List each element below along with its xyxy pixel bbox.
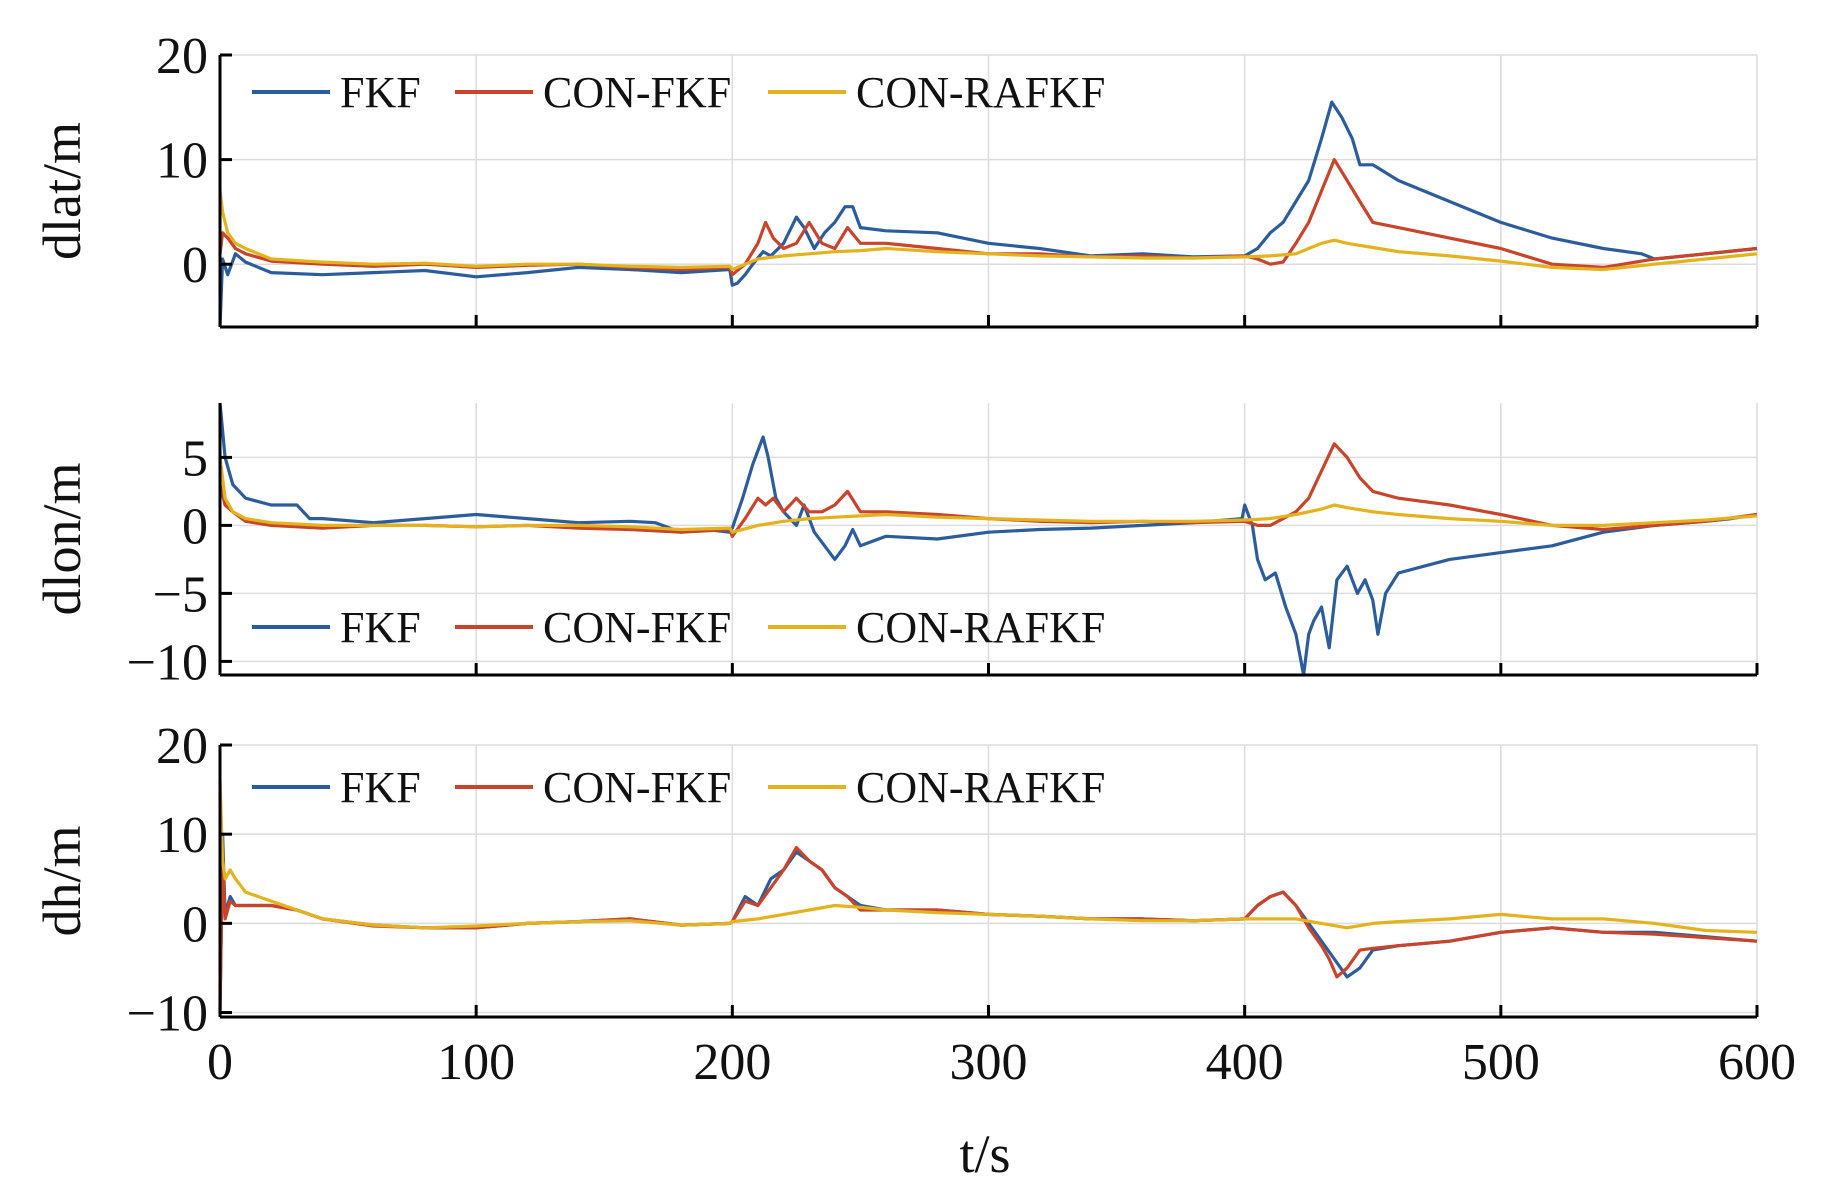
x-tick-label: 400 [1206, 1034, 1284, 1091]
y-axis-label: dlon/m [32, 462, 92, 615]
legend-label-con-fkf: CON-FKF [543, 68, 731, 117]
y-axis-label: dlat/m [32, 122, 92, 260]
legend-label-con-rafkf: CON-RAFKF [856, 763, 1105, 812]
y-tick-label: 10 [156, 133, 208, 190]
panel-2: −10 −5 0 5 dlon/m FKF CON-FKF CON-RAFKF [32, 402, 1759, 691]
panel-1: 0 10 20 dlat/m FKF CON-FKF CON-RAFKF [32, 28, 1759, 329]
series-line-fkf [218, 402, 1758, 677]
y-tick-label: 0 [182, 896, 208, 953]
y-axis-label: dh/m [32, 825, 92, 936]
y-tick-label: 5 [182, 430, 208, 487]
y-tick-label: −5 [153, 566, 208, 623]
legend-label-con-rafkf: CON-RAFKF [856, 603, 1105, 652]
series-line-con-rafkf [218, 190, 1758, 272]
y-tick-label: 20 [156, 28, 208, 85]
x-tick-label: 300 [950, 1034, 1028, 1091]
y-tick-label: 20 [156, 718, 208, 775]
x-tick-label: 200 [693, 1034, 771, 1091]
x-tick-label: 500 [1462, 1034, 1540, 1091]
legend-label-con-fkf: CON-FKF [543, 603, 731, 652]
y-tick-label: 10 [156, 807, 208, 864]
x-axis-label: t/s [959, 1124, 1010, 1181]
x-tick-label: 100 [437, 1034, 515, 1091]
legend-label-fkf: FKF [340, 68, 421, 117]
legend-label-fkf: FKF [340, 763, 421, 812]
series-line-fkf [218, 100, 1758, 328]
legend-label-con-rafkf: CON-RAFKF [856, 68, 1105, 117]
series-line-con-rafkf [218, 457, 1758, 534]
y-tick-label: −10 [127, 634, 208, 691]
x-tick-label: 0 [207, 1034, 233, 1091]
x-tick-label: 600 [1718, 1034, 1796, 1091]
series-line-con-rafkf [218, 780, 1758, 934]
y-tick-label: −10 [127, 986, 208, 1043]
y-tick-label: 0 [182, 237, 208, 294]
legend-label-fkf: FKF [340, 603, 421, 652]
legend-label-con-fkf: CON-FKF [543, 763, 731, 812]
y-tick-label: 0 [182, 498, 208, 555]
